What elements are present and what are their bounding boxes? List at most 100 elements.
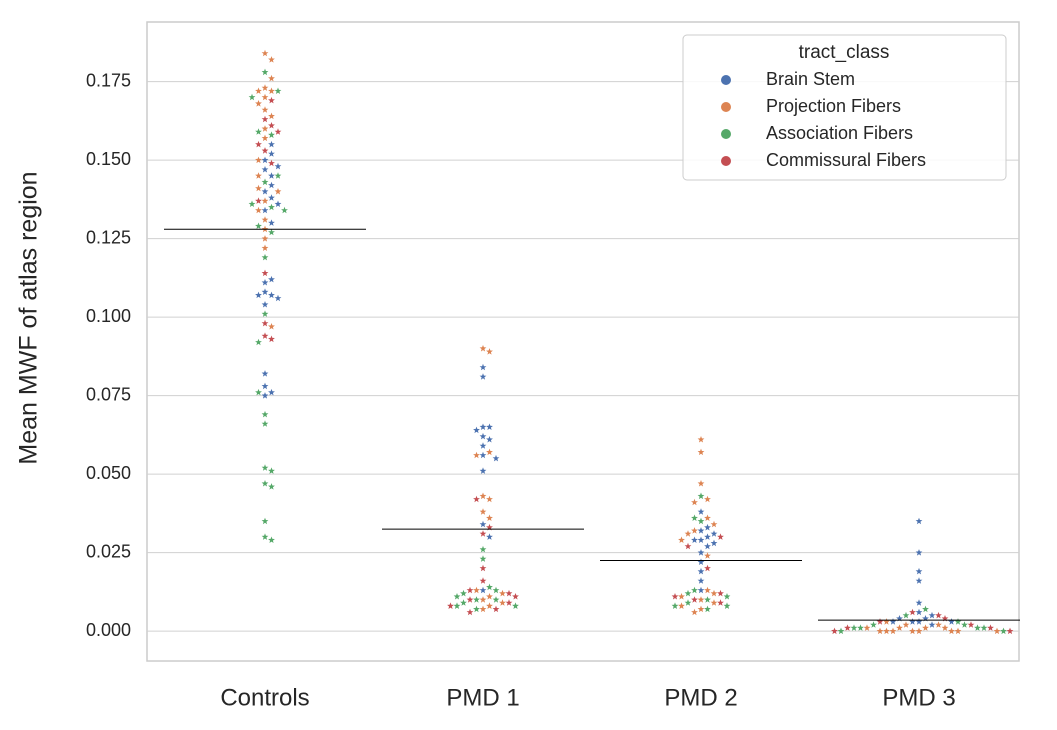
data-point	[1000, 627, 1007, 635]
data-point	[486, 495, 493, 503]
data-point	[261, 147, 269, 154]
data-point	[261, 310, 269, 317]
data-point	[261, 332, 269, 339]
data-point	[466, 586, 474, 594]
data-point	[261, 166, 269, 173]
data-point	[889, 618, 897, 625]
data-point	[268, 122, 275, 129]
data-point	[915, 599, 923, 606]
data-point	[704, 596, 711, 603]
x-tick-label: Controls	[220, 684, 309, 711]
data-point	[268, 96, 275, 104]
data-point	[691, 596, 698, 603]
data-point	[268, 323, 275, 330]
data-point	[710, 599, 718, 606]
data-point	[460, 599, 467, 606]
data-point	[486, 514, 493, 521]
data-point	[453, 602, 461, 609]
data-point	[274, 188, 282, 195]
y-tick-label: 0.075	[86, 384, 131, 404]
data-point	[935, 611, 942, 619]
data-point	[941, 615, 949, 622]
data-point	[697, 586, 705, 594]
legend: tract_class Brain Stem Projection Fibers A…	[682, 34, 1007, 181]
data-point	[948, 618, 955, 625]
data-point	[268, 159, 275, 167]
data-point	[274, 162, 282, 170]
data-point	[928, 621, 936, 628]
data-point	[268, 56, 275, 63]
data-point	[697, 596, 705, 603]
data-point	[717, 533, 724, 540]
data-point	[499, 599, 506, 606]
data-point	[909, 618, 916, 625]
data-point	[896, 624, 903, 631]
data-point	[704, 564, 711, 572]
legend-marker	[721, 129, 731, 139]
data-point	[479, 564, 487, 572]
data-point	[902, 621, 910, 628]
data-point	[697, 517, 705, 525]
data-point	[909, 627, 916, 635]
data-point	[928, 611, 936, 619]
data-point	[512, 593, 519, 600]
data-point	[717, 599, 724, 606]
data-point	[974, 624, 981, 631]
data-point	[274, 172, 282, 179]
data-point	[473, 586, 480, 594]
data-point	[697, 549, 705, 556]
data-point	[255, 140, 262, 148]
data-point	[697, 605, 705, 613]
data-point	[261, 216, 269, 223]
data-point	[268, 291, 275, 299]
data-point	[466, 608, 474, 616]
data-point	[704, 533, 711, 540]
x-tick-label: PMD 1	[446, 684, 519, 711]
y-tick-label: 0.050	[86, 463, 131, 483]
y-axis-label: Mean MWF of atlas region	[15, 171, 43, 464]
data-point	[492, 605, 500, 613]
data-point	[954, 618, 962, 625]
data-point	[453, 593, 461, 600]
data-point	[473, 605, 480, 613]
data-point	[691, 498, 698, 506]
data-point	[268, 219, 275, 226]
data-point	[948, 627, 955, 635]
data-point	[261, 279, 269, 286]
data-point	[684, 599, 692, 606]
data-point	[268, 483, 275, 490]
data-point	[697, 577, 705, 584]
data-point	[255, 128, 262, 135]
data-point	[915, 627, 923, 635]
data-point	[261, 392, 269, 399]
data-point	[261, 84, 269, 91]
data-point	[678, 593, 685, 600]
data-point	[870, 621, 877, 628]
legend-label: Commissural Fibers	[766, 150, 926, 170]
y-tick-label: 0.125	[86, 227, 131, 247]
data-point	[697, 508, 705, 515]
data-point	[479, 555, 487, 562]
data-point	[473, 451, 480, 459]
data-point	[863, 624, 871, 631]
data-point	[967, 621, 975, 628]
data-point	[704, 605, 711, 613]
data-point	[723, 593, 731, 600]
data-point	[268, 150, 275, 157]
data-point	[512, 602, 519, 609]
data-point	[479, 423, 487, 430]
legend-marker	[721, 156, 731, 166]
data-point	[268, 181, 275, 189]
data-point	[261, 188, 269, 195]
y-tick-label: 0.150	[86, 149, 131, 169]
data-point	[261, 382, 269, 390]
data-point	[831, 627, 838, 635]
data-point	[268, 87, 275, 94]
data-point	[255, 156, 262, 164]
data-point	[261, 115, 269, 123]
data-point	[492, 586, 500, 594]
data-point	[479, 492, 487, 500]
data-point	[486, 583, 493, 591]
data-point	[915, 608, 923, 616]
data-point	[261, 156, 269, 164]
